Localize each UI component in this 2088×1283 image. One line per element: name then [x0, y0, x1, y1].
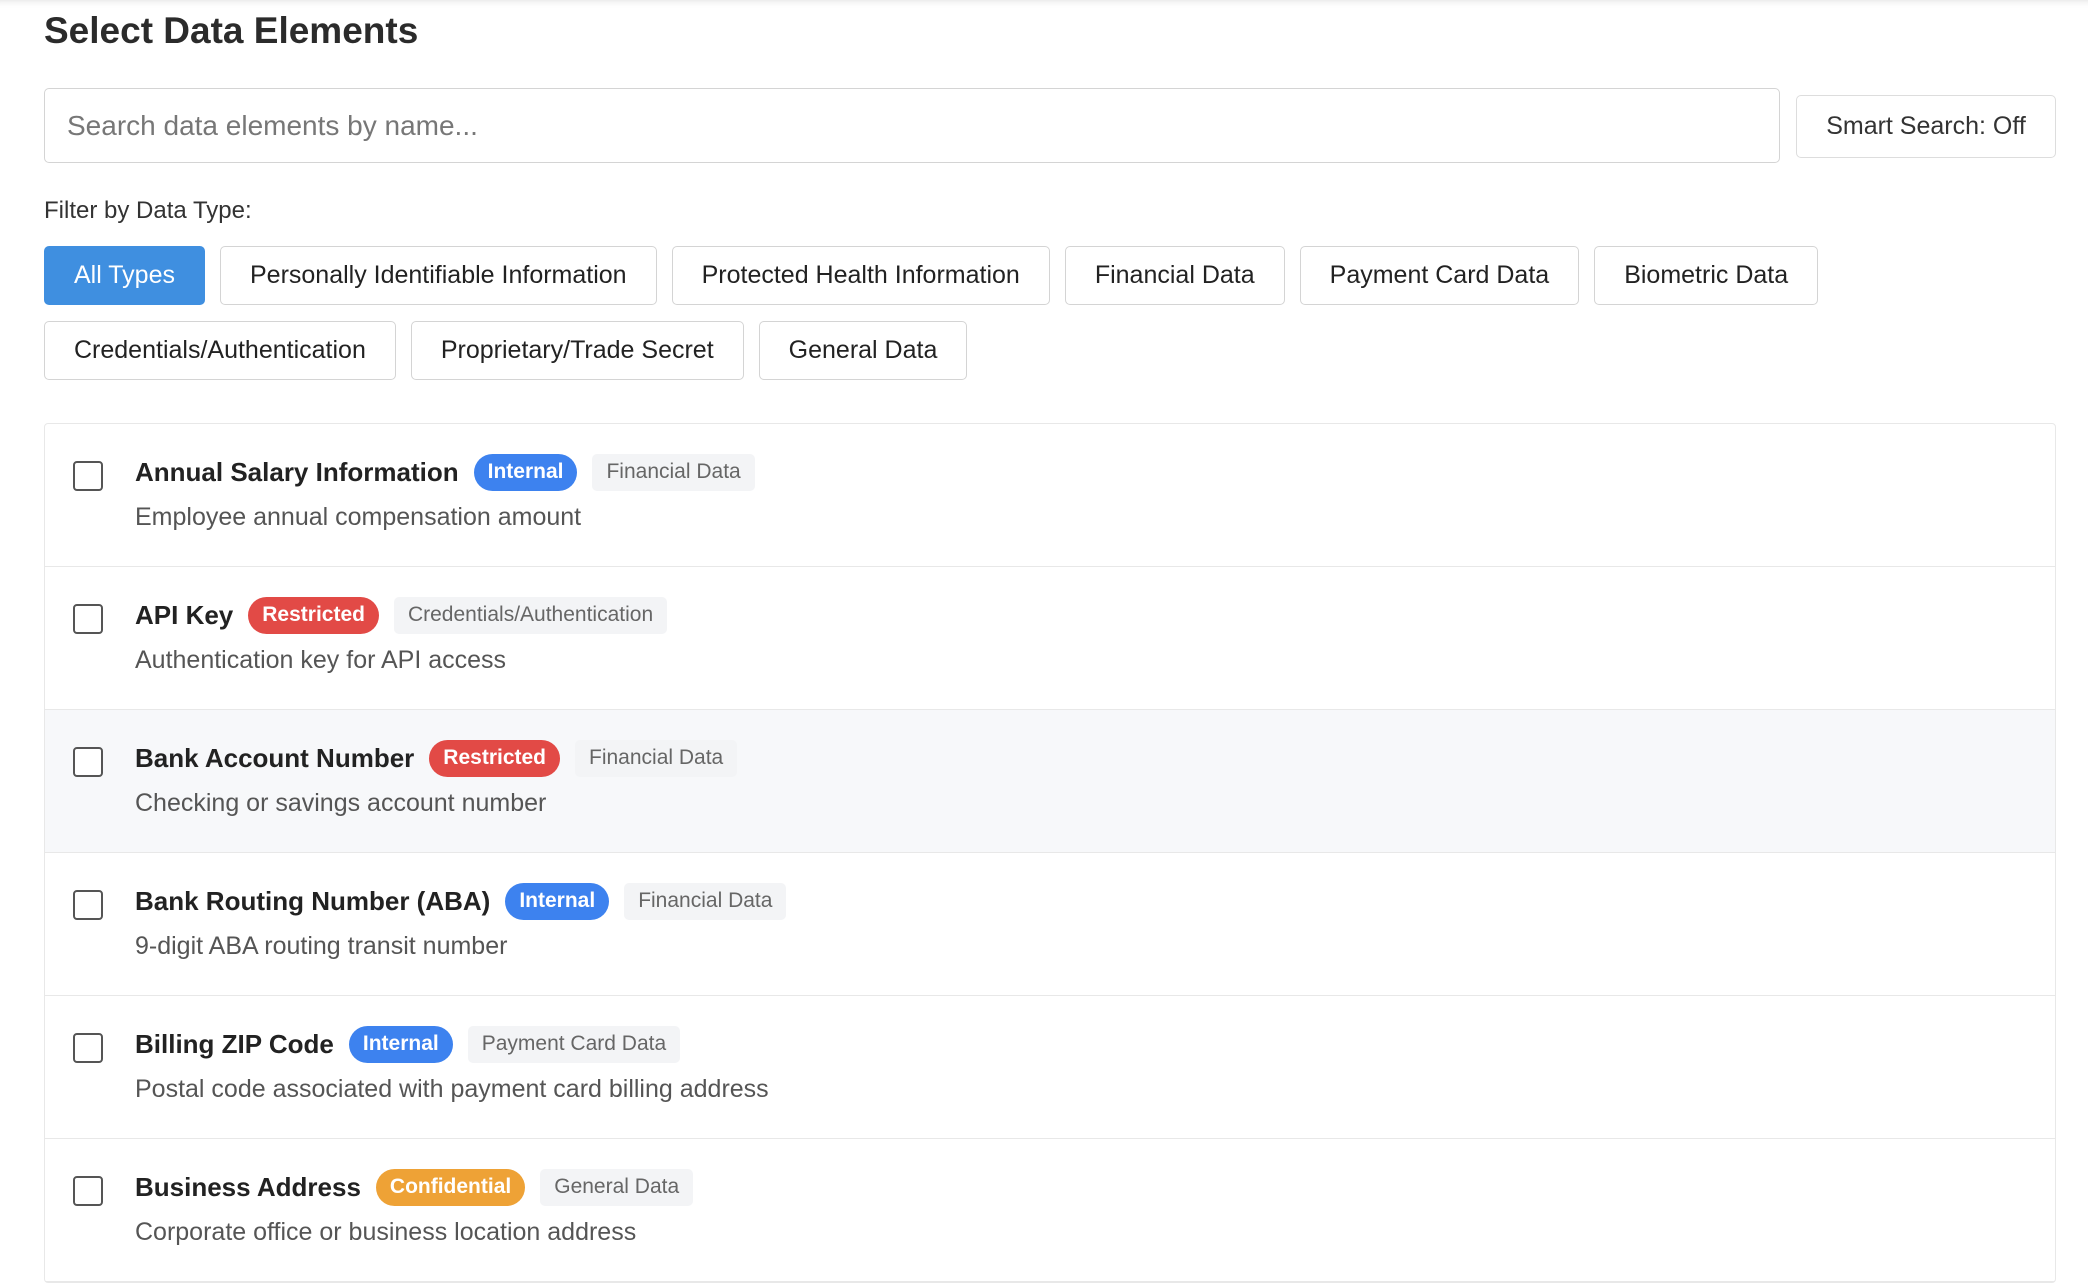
- sensitivity-badge: Restricted: [248, 596, 379, 634]
- element-row[interactable]: Bank Routing Number (ABA) Internal Financi…: [45, 853, 2055, 996]
- row-header: Bank Account Number Restricted Financial D…: [135, 736, 738, 780]
- element-row[interactable]: Bank Account Number Restricted Financial D…: [45, 710, 2055, 853]
- filter-chip[interactable]: Credentials/Authentication: [44, 321, 396, 380]
- category-tag: Payment Card Data: [467, 1025, 681, 1063]
- filter-chip[interactable]: Personally Identifiable Information: [219, 246, 657, 305]
- filter-chip[interactable]: Biometric Data: [1594, 246, 1819, 305]
- element-description: 9-digit ABA routing transit number: [135, 932, 508, 960]
- checkbox[interactable]: [73, 747, 103, 777]
- element-description: Authentication key for API access: [135, 646, 507, 674]
- element-row[interactable]: Billing ZIP Code Internal Payment Card Dat…: [45, 996, 2055, 1139]
- filter-chip[interactable]: Protected Health Information: [671, 246, 1050, 305]
- filter-chip[interactable]: All Types: [44, 246, 205, 305]
- category-tag: Credentials/Authentication: [393, 596, 668, 634]
- row-header: Bank Routing Number (ABA) Internal Financi…: [135, 879, 787, 923]
- element-name: Bank Account Number: [135, 742, 415, 773]
- category-tag: Financial Data: [592, 453, 755, 491]
- checkbox[interactable]: [73, 461, 103, 491]
- row-header: Billing ZIP Code Internal Payment Card Dat…: [135, 1022, 681, 1066]
- element-name: Business Address: [135, 1171, 361, 1202]
- element-description: Checking or savings account number: [135, 789, 547, 817]
- category-tag: Financial Data: [624, 882, 787, 920]
- sensitivity-badge: Internal: [505, 882, 610, 920]
- sensitivity-badge: Confidential: [375, 1168, 526, 1206]
- sensitivity-badge: Internal: [473, 453, 578, 491]
- element-name: Annual Salary Information: [135, 456, 459, 487]
- sensitivity-badge: Internal: [348, 1025, 453, 1063]
- checkbox[interactable]: [73, 1176, 103, 1206]
- checkbox[interactable]: [73, 1033, 103, 1063]
- filter-chip[interactable]: Payment Card Data: [1299, 246, 1580, 305]
- checkbox[interactable]: [73, 890, 103, 920]
- filter-label: Filter by Data Type:: [44, 197, 252, 224]
- page-title: Select Data Elements: [44, 10, 419, 51]
- element-row[interactable]: Business Address Confidential General Data…: [45, 1139, 2055, 1282]
- element-name: Bank Routing Number (ABA): [135, 885, 491, 916]
- category-tag: General Data: [540, 1168, 694, 1206]
- checkbox[interactable]: [73, 604, 103, 634]
- element-name: API Key: [135, 599, 234, 630]
- filter-chip[interactable]: Proprietary/Trade Secret: [410, 321, 744, 380]
- search-input[interactable]: Search data elements by name...: [44, 88, 1780, 163]
- element-list: Annual Salary Information Internal Financi…: [44, 423, 2056, 1283]
- filter-chip[interactable]: General Data: [758, 321, 968, 380]
- category-tag: Financial Data: [575, 739, 738, 777]
- filter-chips: All Types Personally Identifiable Informa…: [44, 246, 2064, 380]
- row-header: API Key Restricted Credentials/Authenticat…: [135, 593, 668, 637]
- element-name: Billing ZIP Code: [135, 1028, 334, 1059]
- element-description: Corporate office or business location ad…: [135, 1218, 637, 1246]
- smart-search-toggle[interactable]: Smart Search: Off: [1796, 95, 2056, 158]
- element-description: Postal code associated with payment card…: [135, 1075, 769, 1103]
- filter-chip[interactable]: Financial Data: [1064, 246, 1285, 305]
- sensitivity-badge: Restricted: [429, 739, 560, 777]
- row-header: Business Address Confidential General Data: [135, 1165, 694, 1209]
- element-row[interactable]: API Key Restricted Credentials/Authenticat…: [45, 567, 2055, 710]
- element-description: Employee annual compensation amount: [135, 503, 582, 531]
- element-row[interactable]: Annual Salary Information Internal Financi…: [45, 424, 2055, 567]
- row-header: Annual Salary Information Internal Financi…: [135, 450, 755, 494]
